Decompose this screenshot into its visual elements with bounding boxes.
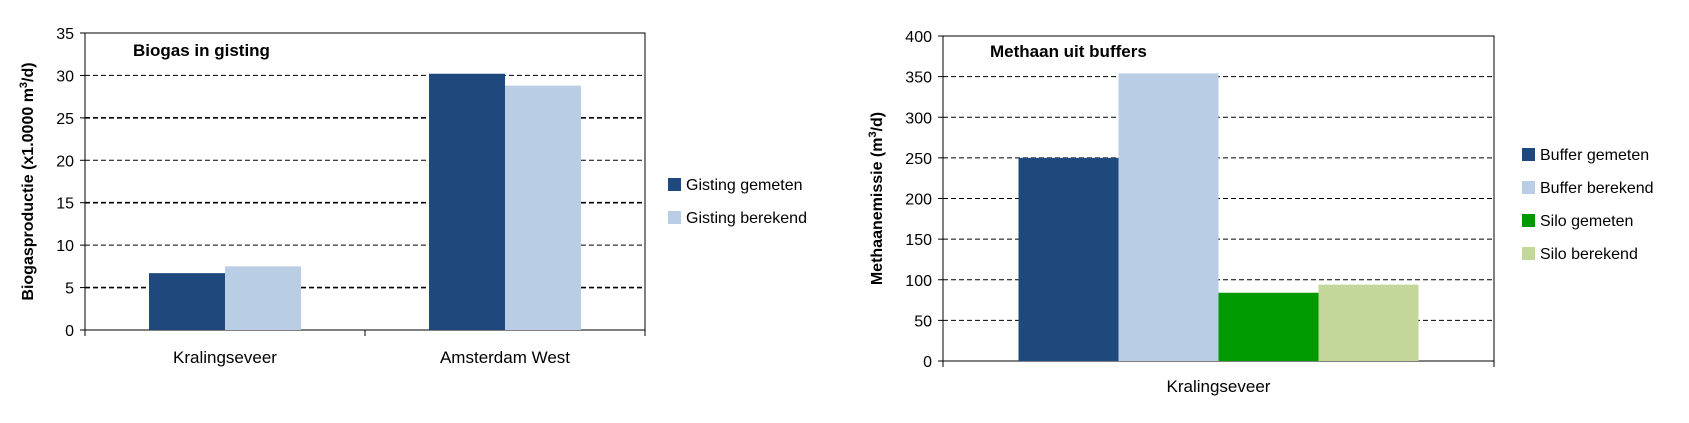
y-tick-label: 5 bbox=[65, 281, 74, 298]
x-category-label: Kralingseveer bbox=[173, 348, 277, 367]
legend-label: Buffer gemeten bbox=[1540, 147, 1649, 164]
legend-swatch bbox=[1522, 148, 1535, 161]
x-category-label: Amsterdam West bbox=[440, 348, 570, 367]
y-tick-label: 30 bbox=[56, 68, 74, 85]
chart-title: Biogas in gisting bbox=[133, 41, 270, 60]
bar-buffer-berekend bbox=[1118, 73, 1219, 361]
legend-swatch bbox=[1522, 247, 1535, 260]
y-tick-label: 200 bbox=[905, 192, 932, 209]
bar-gisting-berekend bbox=[225, 266, 301, 330]
y-tick-label: 0 bbox=[923, 354, 932, 371]
bar-buffer-gemeten bbox=[1018, 157, 1119, 361]
y-tick-label: 350 bbox=[905, 70, 932, 87]
y-tick-label: 400 bbox=[905, 29, 932, 46]
legend-swatch bbox=[668, 178, 681, 191]
bar-gisting-gemeten bbox=[429, 73, 505, 330]
legend-swatch bbox=[668, 211, 681, 224]
y-tick-label: 20 bbox=[56, 153, 74, 170]
y-tick-label: 35 bbox=[56, 26, 74, 43]
y-tick-label: 10 bbox=[56, 238, 74, 255]
y-tick-label: 15 bbox=[56, 196, 74, 213]
legend-label: Gisting berekend bbox=[686, 210, 807, 227]
bar-silo-gemeten bbox=[1218, 292, 1319, 361]
y-axis-label: Biogasproductie (x1.0000 m3/d) bbox=[18, 62, 37, 300]
chart-2: 0 50 100 150 200 250 300 350 400 Kralingseveer Met… bbox=[867, 29, 1654, 396]
x-category-label: Kralingseveer bbox=[1167, 377, 1271, 396]
y-tick-label: 300 bbox=[905, 110, 932, 127]
y-tick-label: 250 bbox=[905, 151, 932, 168]
chart-1: 0 5 10 15 20 25 30 35 Kralingseveer Amsterdam Wes… bbox=[18, 26, 807, 367]
legend-label: Silo berekend bbox=[1540, 246, 1638, 263]
y-tick-label: 25 bbox=[56, 111, 74, 128]
y-axis-label-main: Methaanemissie (m bbox=[869, 138, 886, 286]
legend-swatch bbox=[1522, 214, 1535, 227]
chart-title: Methaan uit buffers bbox=[990, 42, 1147, 61]
y-tick-label: 150 bbox=[905, 232, 932, 249]
y-tick-label: 0 bbox=[65, 323, 74, 340]
y-axis-label: Methaanemissie (m3/d) bbox=[867, 112, 886, 285]
y-axis-label-sup: 3 bbox=[867, 131, 879, 137]
y-tick-label: 100 bbox=[905, 273, 932, 290]
y-axis-label-sup: 3 bbox=[18, 82, 30, 88]
legend-label: Gisting gemeten bbox=[686, 177, 803, 194]
y-tick-label: 50 bbox=[914, 313, 932, 330]
bar-gisting-gemeten bbox=[149, 273, 225, 330]
bar-silo-berekend bbox=[1318, 284, 1419, 361]
legend-label: Buffer berekend bbox=[1540, 180, 1654, 197]
y-axis-label-main: Biogasproductie (x1.0000 m bbox=[20, 88, 37, 301]
y-axis-label-tail: /d) bbox=[869, 112, 886, 132]
y-axis-label-tail: /d) bbox=[20, 62, 37, 82]
legend-label: Silo gemeten bbox=[1540, 213, 1633, 230]
bar-gisting-berekend bbox=[505, 85, 581, 331]
legend-swatch bbox=[1522, 181, 1535, 194]
